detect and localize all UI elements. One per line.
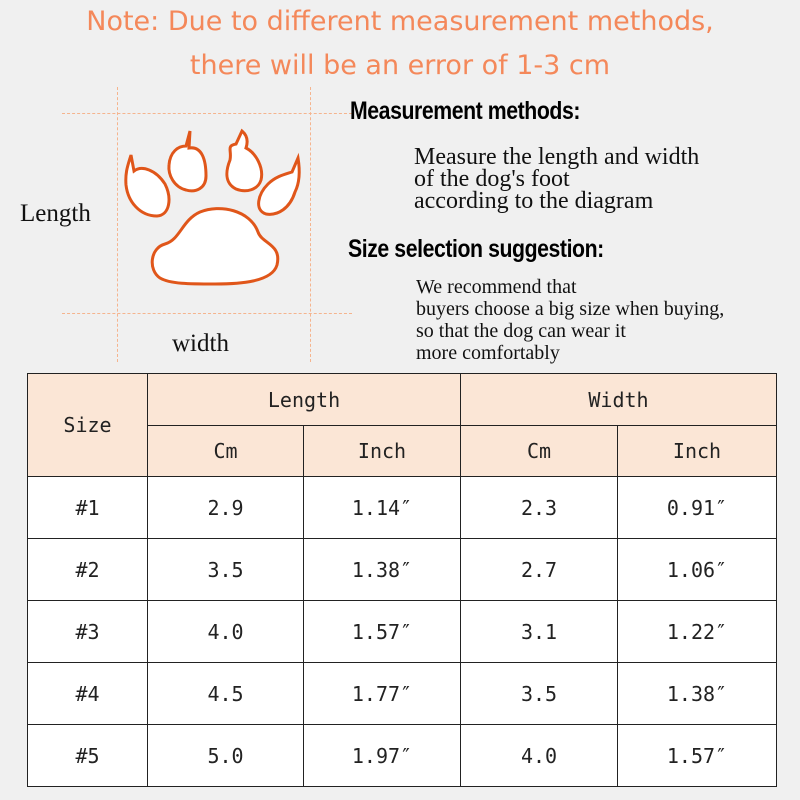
sub-header: Cm	[460, 425, 618, 477]
measurement-line: according to the diagram	[414, 188, 654, 214]
table-cell: #4	[27, 662, 148, 725]
table-cell: #5	[27, 724, 148, 787]
table-cell: 2.9	[147, 476, 304, 539]
table-cell: 2.7	[460, 538, 618, 601]
measurement-heading: Measurement methods:	[350, 97, 581, 125]
table-cell: 4.0	[460, 724, 618, 787]
table-row: #2 3.5 1.38″ 2.7 1.06″	[27, 538, 777, 601]
measurement-line: Measure the length and width	[414, 144, 700, 170]
size-table: Size Length Width Cm Inch Cm Inch #1 2.9 1…	[27, 373, 777, 787]
table-cell: 1.22″	[617, 600, 777, 663]
table-cell: 1.38″	[617, 662, 777, 725]
note-line-2: there will be an error of 1-3 cm	[189, 50, 611, 81]
suggestion-heading: Size selection suggestion:	[348, 235, 604, 263]
guide-line-bottom	[62, 313, 352, 314]
guide-line-top	[62, 113, 352, 114]
table-cell: 1.57″	[303, 600, 461, 663]
sub-header: Inch	[303, 425, 461, 477]
measurement-line: of the dog's foot	[414, 166, 570, 192]
table-cell: 1.97″	[303, 724, 461, 787]
size-header: Size	[27, 373, 148, 477]
table-cell: #1	[27, 476, 148, 539]
width-header: Width	[460, 373, 777, 426]
table-row: #5 5.0 1.97″ 4.0 1.57″	[27, 724, 777, 787]
table-cell: 0.91″	[617, 476, 777, 539]
suggestion-text: We recommend that buyers choose a big si…	[416, 276, 724, 364]
table-cell: 1.06″	[617, 538, 777, 601]
table-row: #1 2.9 1.14″ 2.3 0.91″	[27, 476, 777, 539]
table-cell: 5.0	[147, 724, 304, 787]
table-row: #4 4.5 1.77″ 3.5 1.38″	[27, 662, 777, 725]
table-cell: 3.1	[460, 600, 618, 663]
table-cell: 3.5	[460, 662, 618, 725]
width-label: width	[172, 330, 229, 357]
paw-icon	[124, 128, 301, 286]
table-cell: 1.77″	[303, 662, 461, 725]
suggestion-line: We recommend that	[416, 276, 577, 298]
table-cell: 1.38″	[303, 538, 461, 601]
table-cell: #3	[27, 600, 148, 663]
table-row: #3 4.0 1.57″ 3.1 1.22″	[27, 600, 777, 663]
measurement-text: Measure the length and width of the dog'…	[414, 144, 700, 214]
sub-header: Inch	[617, 425, 777, 477]
table-cell: 2.3	[460, 476, 618, 539]
length-label: Length	[20, 200, 91, 227]
guide-line-left	[117, 87, 118, 362]
length-header: Length	[147, 373, 461, 426]
table-cell: 1.14″	[303, 476, 461, 539]
suggestion-line: more comfortably	[416, 342, 560, 364]
sub-header: Cm	[147, 425, 304, 477]
table-cell: #2	[27, 538, 148, 601]
table-cell: 1.57″	[617, 724, 777, 787]
guide-line-right	[310, 87, 311, 362]
table-cell: 3.5	[147, 538, 304, 601]
suggestion-line: buyers choose a big size when buying,	[416, 298, 725, 320]
suggestion-line: so that the dog can wear it	[416, 320, 626, 342]
table-cell: 4.0	[147, 600, 304, 663]
note-line-1: Note: Due to different measurement metho…	[86, 6, 714, 37]
table-cell: 4.5	[147, 662, 304, 725]
